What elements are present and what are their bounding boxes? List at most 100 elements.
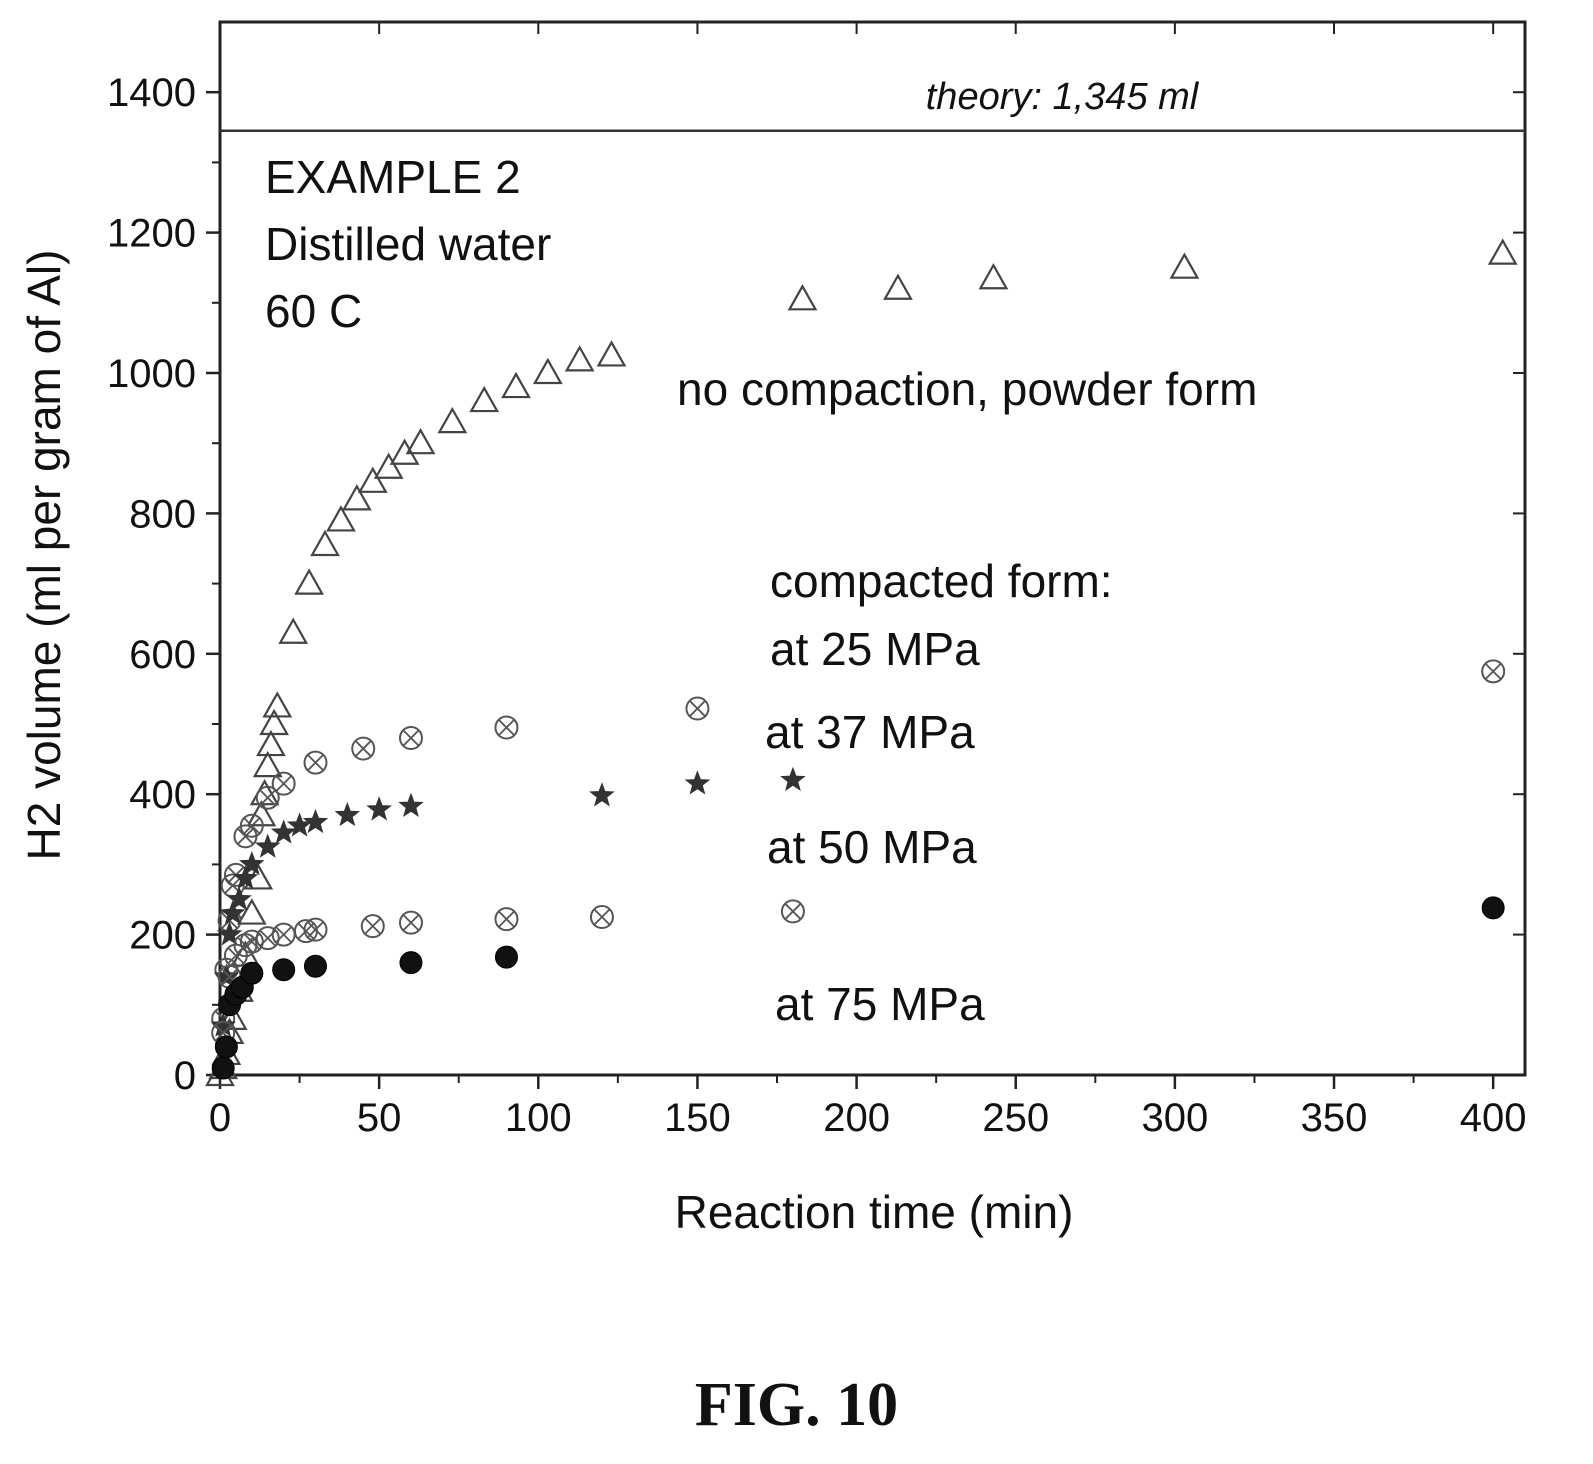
x-tick-label: 50 bbox=[357, 1096, 402, 1140]
filled-circle-point bbox=[214, 1035, 238, 1059]
y-tick-label: 1000 bbox=[107, 352, 196, 396]
circle-x-point bbox=[398, 726, 423, 751]
triangle-point bbox=[469, 385, 500, 413]
star-point bbox=[216, 921, 243, 946]
annotation-p25: at 25 MPa bbox=[770, 623, 980, 675]
y-tick-label: 600 bbox=[129, 633, 196, 677]
circle-x-cross bbox=[1485, 663, 1502, 680]
star-point bbox=[302, 808, 329, 834]
circle-x-point bbox=[239, 929, 264, 954]
figure-label: FIG. 10 bbox=[694, 1371, 899, 1439]
circle-x-ring bbox=[398, 726, 423, 751]
circle-x-ring bbox=[255, 785, 280, 810]
circle-x-ring bbox=[239, 929, 264, 954]
x-tick-label: 0 bbox=[209, 1096, 231, 1140]
x-tick-label: 100 bbox=[505, 1096, 572, 1140]
annotation-powder: no compaction, powder form bbox=[677, 363, 1257, 415]
triangle-point bbox=[564, 345, 595, 372]
triangle-point bbox=[252, 750, 283, 778]
triangle-point bbox=[1487, 238, 1518, 265]
circle-x-cross bbox=[784, 903, 802, 920]
circle-x-cross bbox=[237, 828, 254, 845]
star-point bbox=[366, 796, 392, 821]
star-point bbox=[239, 850, 265, 876]
star-point bbox=[684, 770, 711, 795]
star-point bbox=[780, 766, 806, 792]
circle-x-point bbox=[255, 785, 280, 810]
circle-x-cross bbox=[364, 918, 381, 935]
plot-area-frame bbox=[218, 20, 1527, 1077]
circle-x-ring bbox=[494, 907, 519, 932]
circle-x-cross bbox=[275, 775, 292, 792]
y-tick-label: 0 bbox=[174, 1054, 196, 1098]
triangle-point bbox=[883, 273, 913, 300]
triangle-point bbox=[437, 406, 468, 434]
circle-x-point bbox=[351, 736, 376, 761]
filled-circle-point bbox=[1481, 896, 1505, 920]
x-tick-label: 400 bbox=[1460, 1096, 1527, 1140]
triangle-point bbox=[310, 529, 340, 557]
star-point bbox=[232, 864, 259, 890]
circle-x-ring bbox=[1481, 659, 1506, 684]
star-point bbox=[589, 782, 615, 807]
circle-x-ring bbox=[351, 736, 376, 761]
circle-x-point bbox=[303, 917, 328, 942]
triangle-point bbox=[341, 484, 372, 511]
circle-x-cross bbox=[307, 921, 324, 938]
circle-x-ring bbox=[255, 926, 280, 951]
circle-x-point bbox=[255, 926, 280, 951]
y-tick-label: 1400 bbox=[107, 71, 196, 115]
circle-x-ring bbox=[398, 910, 423, 935]
x-axis-title: Reaction time (min) bbox=[675, 1186, 1074, 1238]
triangle-point bbox=[262, 691, 293, 718]
star-point bbox=[398, 792, 424, 817]
star-point bbox=[210, 1012, 236, 1037]
x-tick-label: 350 bbox=[1301, 1096, 1368, 1140]
circle-x-point bbox=[239, 813, 264, 838]
filled-circle-point bbox=[303, 954, 327, 978]
star-point bbox=[213, 963, 240, 988]
circle-x-point bbox=[494, 907, 519, 932]
annotation-water: Distilled water bbox=[265, 218, 551, 270]
star-point bbox=[254, 833, 281, 858]
circle-x-cross bbox=[275, 926, 292, 943]
chart: theory: 1,345 ml 0 50 100 150 200 250 300 350 40… bbox=[18, 20, 1527, 1238]
annotation-ex: EXAMPLE 2 bbox=[265, 151, 521, 203]
annotation-p50: at 50 MPa bbox=[767, 821, 977, 873]
y-tick-label: 800 bbox=[129, 492, 196, 536]
triangle-point bbox=[246, 800, 277, 827]
circle-x-ring bbox=[271, 771, 296, 796]
triangle-point bbox=[405, 427, 436, 455]
star-point bbox=[270, 819, 297, 844]
star-point bbox=[334, 801, 361, 827]
series-2 bbox=[210, 766, 806, 1037]
x-tick-label: 300 bbox=[1142, 1096, 1209, 1140]
triangle-point bbox=[236, 898, 267, 925]
circle-x-ring bbox=[360, 914, 385, 939]
circle-x-ring bbox=[685, 696, 710, 721]
filled-circle-point bbox=[494, 945, 518, 969]
triangle-point bbox=[501, 371, 531, 399]
star-point bbox=[219, 900, 246, 925]
y-tick-label: 200 bbox=[129, 914, 196, 958]
series-3 bbox=[211, 899, 805, 1045]
triangle-point bbox=[256, 729, 286, 757]
x-tick-label: 200 bbox=[823, 1096, 890, 1140]
circle-x-point bbox=[494, 715, 519, 740]
circle-x-point bbox=[271, 922, 296, 947]
triangle-point bbox=[1169, 252, 1200, 279]
triangle-point bbox=[787, 284, 818, 311]
circle-x-ring bbox=[239, 813, 264, 838]
circle-x-point bbox=[780, 899, 805, 924]
filled-circle-point bbox=[211, 1056, 235, 1080]
circle-x-ring bbox=[303, 750, 328, 775]
circle-x-ring bbox=[303, 917, 328, 942]
triangle-point bbox=[373, 452, 404, 479]
circle-x-point bbox=[303, 750, 328, 775]
annotation-temp: 60 C bbox=[265, 285, 362, 337]
circle-x-point bbox=[360, 914, 385, 939]
circle-x-cross bbox=[259, 789, 276, 806]
filled-circle-point bbox=[272, 958, 296, 982]
star-point bbox=[226, 886, 252, 911]
circle-x-point bbox=[1481, 659, 1506, 684]
